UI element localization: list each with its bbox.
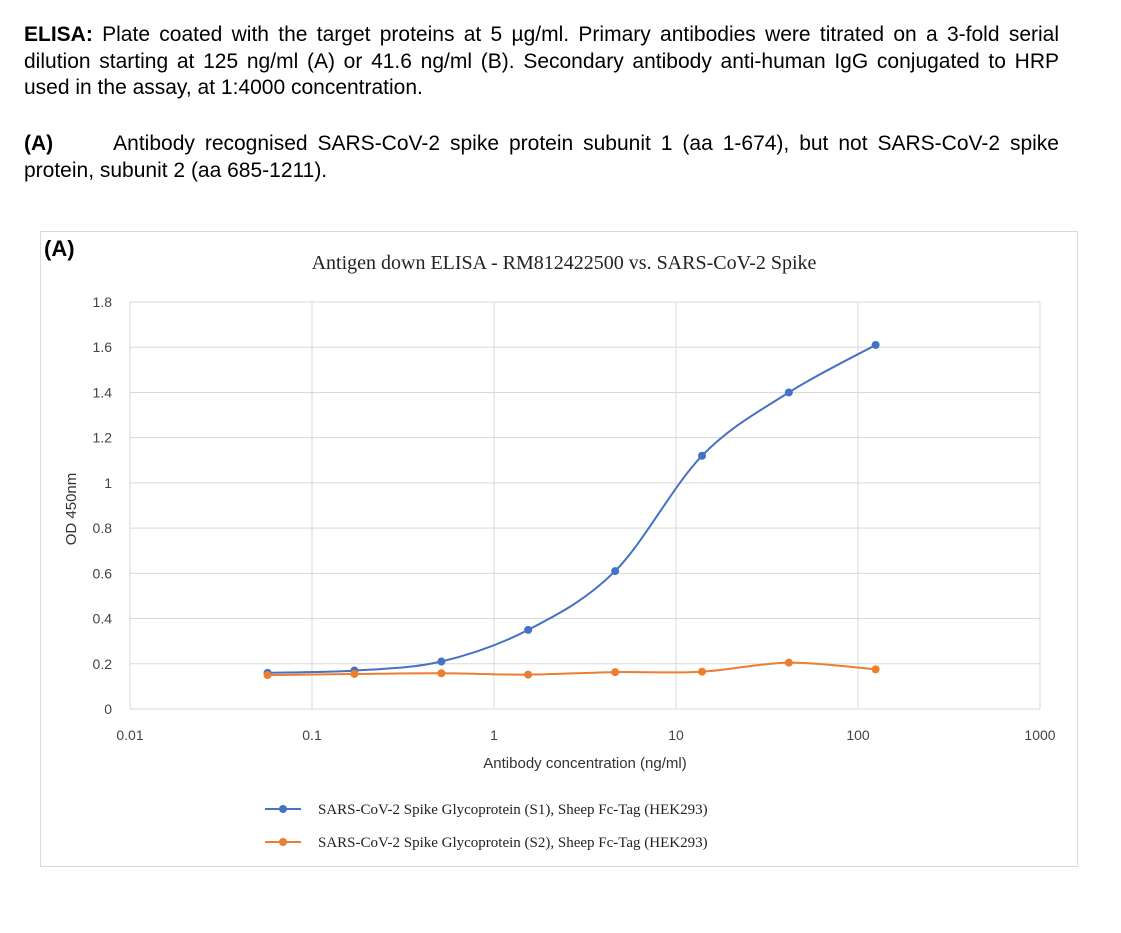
legend-swatch-marker [279, 838, 287, 846]
data-point [611, 567, 620, 576]
data-point [698, 451, 707, 460]
y-tick-label: 0.2 [93, 656, 113, 672]
x-tick-label: 1 [490, 727, 498, 743]
legend-swatch-marker [279, 805, 287, 813]
description-paragraph-2: (A) Antibody recognised SARS-CoV-2 spike … [24, 131, 1059, 184]
x-axis-ticks: 0.01 0.1 1 10 100 1000 [116, 727, 1055, 743]
legend-entry: SARS-CoV-2 Spike Glycoprotein (S2), Shee… [318, 835, 708, 851]
chart-panel [40, 231, 1078, 867]
y-tick-label: 1.6 [93, 339, 113, 355]
y-axis-ticks: 0 0.2 0.4 0.6 0.8 1 1.2 1.4 1.6 1.8 [93, 294, 113, 717]
y-tick-label: 0.8 [93, 520, 113, 536]
data-point [524, 625, 533, 634]
y-tick-label: 1.2 [93, 430, 113, 446]
legend-entry: SARS-CoV-2 Spike Glycoprotein (S1), Shee… [318, 802, 708, 818]
data-point [871, 340, 880, 349]
y-tick-label: 0.6 [93, 565, 113, 581]
data-point [350, 669, 359, 678]
chart-series [263, 340, 880, 680]
data-point [437, 669, 446, 678]
data-point [524, 670, 533, 679]
data-point [611, 668, 620, 677]
x-tick-label: 1000 [1024, 727, 1055, 743]
data-point [784, 388, 793, 397]
y-tick-label: 1.8 [93, 294, 113, 310]
y-axis-label: OD 450nm [63, 473, 80, 546]
data-point [437, 657, 446, 666]
data-point [871, 665, 880, 674]
data-point [784, 658, 793, 667]
data-point [698, 667, 707, 676]
chart-title: Antigen down ELISA - RM812422500 vs. SAR… [312, 252, 817, 274]
chart-legend: SARS-CoV-2 Spike Glycoprotein (S1), Shee… [265, 802, 708, 851]
y-tick-label: 0 [104, 701, 112, 717]
x-tick-label: 0.01 [116, 727, 143, 743]
data-point [263, 671, 272, 680]
x-tick-label: 10 [668, 727, 684, 743]
series-line-1 [267, 344, 877, 674]
elisa-description: Plate coated with the target proteins at… [24, 23, 1059, 99]
chart-grid [129, 301, 1041, 710]
elisa-label: ELISA: [24, 23, 93, 46]
x-tick-label: 100 [846, 727, 870, 743]
chart-panel-label: (A) [44, 236, 75, 261]
description-paragraph-1: ELISA: Plate coated with the target prot… [24, 22, 1059, 102]
y-tick-label: 0.4 [93, 611, 113, 627]
series-line-2 [267, 661, 876, 677]
y-tick-label: 1.4 [93, 384, 113, 400]
x-axis-label: Antibody concentration (ng/ml) [483, 755, 686, 772]
panel-a-label-text: (A) [24, 132, 54, 155]
y-tick-label: 1 [104, 475, 112, 491]
x-tick-label: 0.1 [302, 727, 322, 743]
panel-a-description: Antibody recognised SARS-CoV-2 spike pro… [24, 132, 1059, 182]
